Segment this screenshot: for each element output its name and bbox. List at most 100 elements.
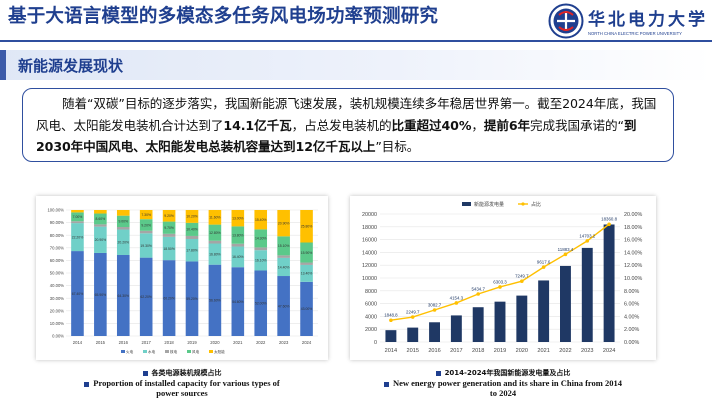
left-caption-cn: 各类电源装机规模占比 — [151, 369, 222, 377]
bar-segment — [254, 229, 268, 248]
y-tick-label: 30.00% — [50, 296, 64, 301]
y-tick-label: 60.00% — [50, 258, 64, 263]
bar-segment — [208, 210, 222, 225]
bar-segment — [71, 212, 84, 222]
y-right-tick-label: 18.00% — [624, 225, 642, 231]
x-tick-label: 2017 — [142, 340, 152, 345]
para-text-2: ，占总发电装机的 — [291, 117, 392, 133]
left-caption-en: Proportion of installed capacity for var… — [93, 378, 280, 398]
data-label: 59.20% — [186, 297, 198, 301]
data-label: 14.40% — [278, 265, 290, 269]
data-label: 64.30% — [118, 294, 130, 298]
page-title: 基于大语言模型的多模态多任务风电场功率预测研究 — [8, 6, 439, 27]
university-name-cn: 华北电力大学 — [588, 9, 708, 30]
bar — [429, 322, 440, 342]
bar — [407, 327, 419, 342]
bar-segment — [185, 235, 199, 239]
bar-segment — [208, 243, 222, 265]
line-point — [607, 222, 611, 227]
data-label: 22.20% — [72, 235, 84, 239]
para-text-1: 随着“双碳”目标的逐步落实，我国新能源飞速发展，装机规模连续多年稳居世界第一。截… — [36, 96, 657, 133]
x-tick-label: 2022 — [256, 340, 266, 345]
y-right-tick-label: 4.00% — [624, 314, 639, 320]
para-bold-3: 提前6年 — [483, 117, 531, 133]
line-point — [432, 308, 437, 312]
x-tick-label: 2015 — [96, 340, 106, 345]
bar-segment — [277, 257, 290, 277]
data-label: 16.10% — [255, 259, 267, 263]
right-caption-en: New energy power generation and its shar… — [392, 378, 623, 398]
line-point — [563, 252, 568, 257]
bar-segment — [94, 224, 107, 227]
data-label: 9.20% — [141, 223, 151, 227]
data-label: 47.60% — [278, 304, 290, 308]
legend-swatch — [187, 350, 191, 353]
line-point — [585, 239, 590, 243]
bar-segment — [162, 221, 176, 234]
section-accent — [0, 50, 6, 80]
legend-label: 新能源发电量 — [474, 201, 504, 208]
bar-segment — [300, 264, 313, 282]
line-point — [389, 318, 393, 323]
bar — [494, 301, 506, 342]
bar-segment — [185, 210, 199, 223]
bar-segment — [300, 281, 313, 336]
data-label: 13.80% — [232, 233, 244, 237]
y-left-tick-label: 12000 — [362, 263, 377, 269]
bar-segment — [231, 246, 245, 268]
bar-segment — [94, 252, 107, 336]
legend-label: 太阳能 — [214, 349, 225, 354]
bar-segment — [254, 270, 268, 336]
bar-segment — [139, 233, 153, 258]
bar-segment — [300, 262, 313, 265]
para-bold-1: 14.1亿千瓦 — [223, 117, 292, 133]
bar-data-label: 18360.8 — [601, 217, 617, 222]
data-label: 62.20% — [140, 295, 152, 299]
bar-segment — [185, 238, 199, 262]
bar-data-label: 3082.7 — [428, 303, 442, 308]
y-right-tick-label: 20.00% — [624, 212, 642, 218]
x-tick-label: 2019 — [187, 340, 197, 345]
data-label: 16.80% — [209, 252, 221, 256]
legend-label: 水电 — [148, 349, 156, 354]
bar-segment — [231, 226, 245, 244]
university-logo: 华北电力大学 NORTH CHINA ELECTRIC POWER UNIVER… — [548, 3, 708, 39]
line-point — [541, 265, 546, 269]
bar-segment — [254, 210, 268, 230]
bar-segment — [116, 254, 130, 336]
para-bold-2: 比重超过40% — [391, 117, 472, 133]
summary-textbox — [22, 88, 674, 162]
bar-segment — [94, 213, 107, 225]
legend-swatch — [143, 350, 147, 353]
data-label: 10.40% — [186, 228, 198, 232]
y-right-tick-label: 8.00% — [624, 289, 639, 295]
y-tick-label: 80.00% — [50, 233, 64, 238]
bar-segment — [277, 255, 290, 258]
x-tick-label: 2021 — [537, 348, 549, 354]
x-tick-label: 2016 — [119, 340, 129, 345]
y-right-tick-label: 0.00% — [624, 340, 639, 346]
data-label: 7.00% — [73, 215, 83, 219]
bar-segment — [139, 257, 153, 336]
data-label: 65.90% — [95, 293, 107, 297]
bar-segment — [300, 242, 313, 263]
bar-segment — [162, 260, 176, 336]
legend-label: 火电 — [126, 349, 134, 354]
chart-generation: 0 2000 4000 6000 8000 10000 12000 14000 16000 180… — [350, 196, 656, 360]
y-left-tick-label: 10000 — [362, 276, 377, 282]
bar-segment — [231, 243, 245, 247]
y-right-tick-label: 2.00% — [624, 327, 639, 333]
y-tick-label: 50.00% — [50, 271, 64, 276]
bar-segment — [254, 247, 268, 251]
bar-segment — [139, 210, 153, 220]
bar — [538, 280, 550, 342]
line-point — [520, 279, 524, 283]
data-label: 13.00% — [232, 216, 244, 220]
x-tick-label: 2017 — [450, 348, 462, 354]
y-left-tick-label: 14000 — [362, 250, 377, 256]
bar — [450, 315, 462, 342]
bar — [560, 265, 571, 342]
y-left-tick-label: 18000 — [362, 225, 377, 231]
data-label: 14.30% — [255, 237, 267, 241]
university-emblem-icon: 华北电力大学 NORTH CHINA ELECTRIC POWER UNIVER… — [548, 3, 708, 39]
